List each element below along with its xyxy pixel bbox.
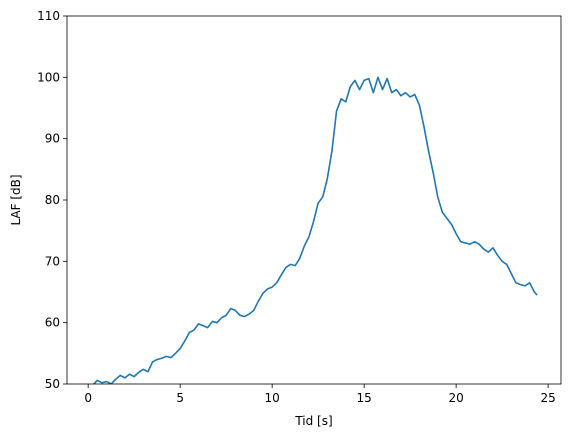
x-tick-label: 5 [176,391,184,405]
axes-ticks: 0 5 10 15 20 25 50 60 70 80 90 100 110 [37,9,556,405]
y-axis-label: LAF [dB] [9,174,23,225]
x-tick-label: 25 [540,391,555,405]
plot-area [92,76,538,384]
x-tick-label: 20 [448,391,463,405]
data-line [92,76,538,384]
y-tick-label: 60 [45,316,60,330]
y-tick-label: 70 [45,254,60,268]
axes-frame [66,15,562,385]
x-tick-label: 10 [265,391,280,405]
y-tick-label: 80 [45,193,60,207]
y-tick-label: 50 [45,377,60,391]
x-axis-label: Tid [s] [294,414,332,428]
y-tick-label: 110 [37,9,60,23]
x-tick-label: 15 [356,391,371,405]
y-tick-label: 90 [45,132,60,146]
y-tick-label: 100 [37,70,60,84]
x-tick-label: 0 [84,391,92,405]
